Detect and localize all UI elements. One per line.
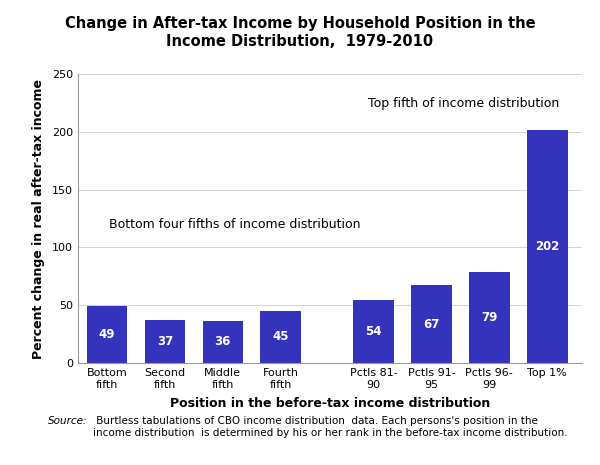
Text: Change in After-tax Income by Household Position in the
Income Distribution,  19: Change in After-tax Income by Household … [65, 16, 535, 49]
Bar [469, 272, 509, 363]
Y-axis label: Percent change in real after-tax income: Percent change in real after-tax income [32, 79, 45, 359]
Text: 54: 54 [365, 325, 382, 338]
Text: 202: 202 [535, 240, 559, 252]
Text: 45: 45 [272, 330, 289, 343]
Bar [411, 286, 452, 363]
Text: Source:: Source: [48, 416, 88, 426]
Bar [203, 321, 243, 363]
Text: Bottom four fifths of income distribution: Bottom four fifths of income distributio… [109, 218, 361, 231]
Text: 37: 37 [157, 335, 173, 348]
Bar [353, 300, 394, 363]
Text: Top fifth of income distribution: Top fifth of income distribution [368, 97, 559, 110]
Bar [260, 311, 301, 363]
Text: 49: 49 [99, 328, 115, 341]
Text: 36: 36 [215, 335, 231, 348]
Bar [527, 130, 568, 363]
Bar [86, 306, 127, 363]
Bar [145, 320, 185, 363]
Text: Burtless tabulations of CBO income distribution  data. Each persons's position i: Burtless tabulations of CBO income distr… [93, 416, 568, 438]
Text: 79: 79 [481, 311, 497, 324]
X-axis label: Position in the before-tax income distribution: Position in the before-tax income distri… [170, 397, 490, 410]
Text: 67: 67 [423, 318, 440, 331]
